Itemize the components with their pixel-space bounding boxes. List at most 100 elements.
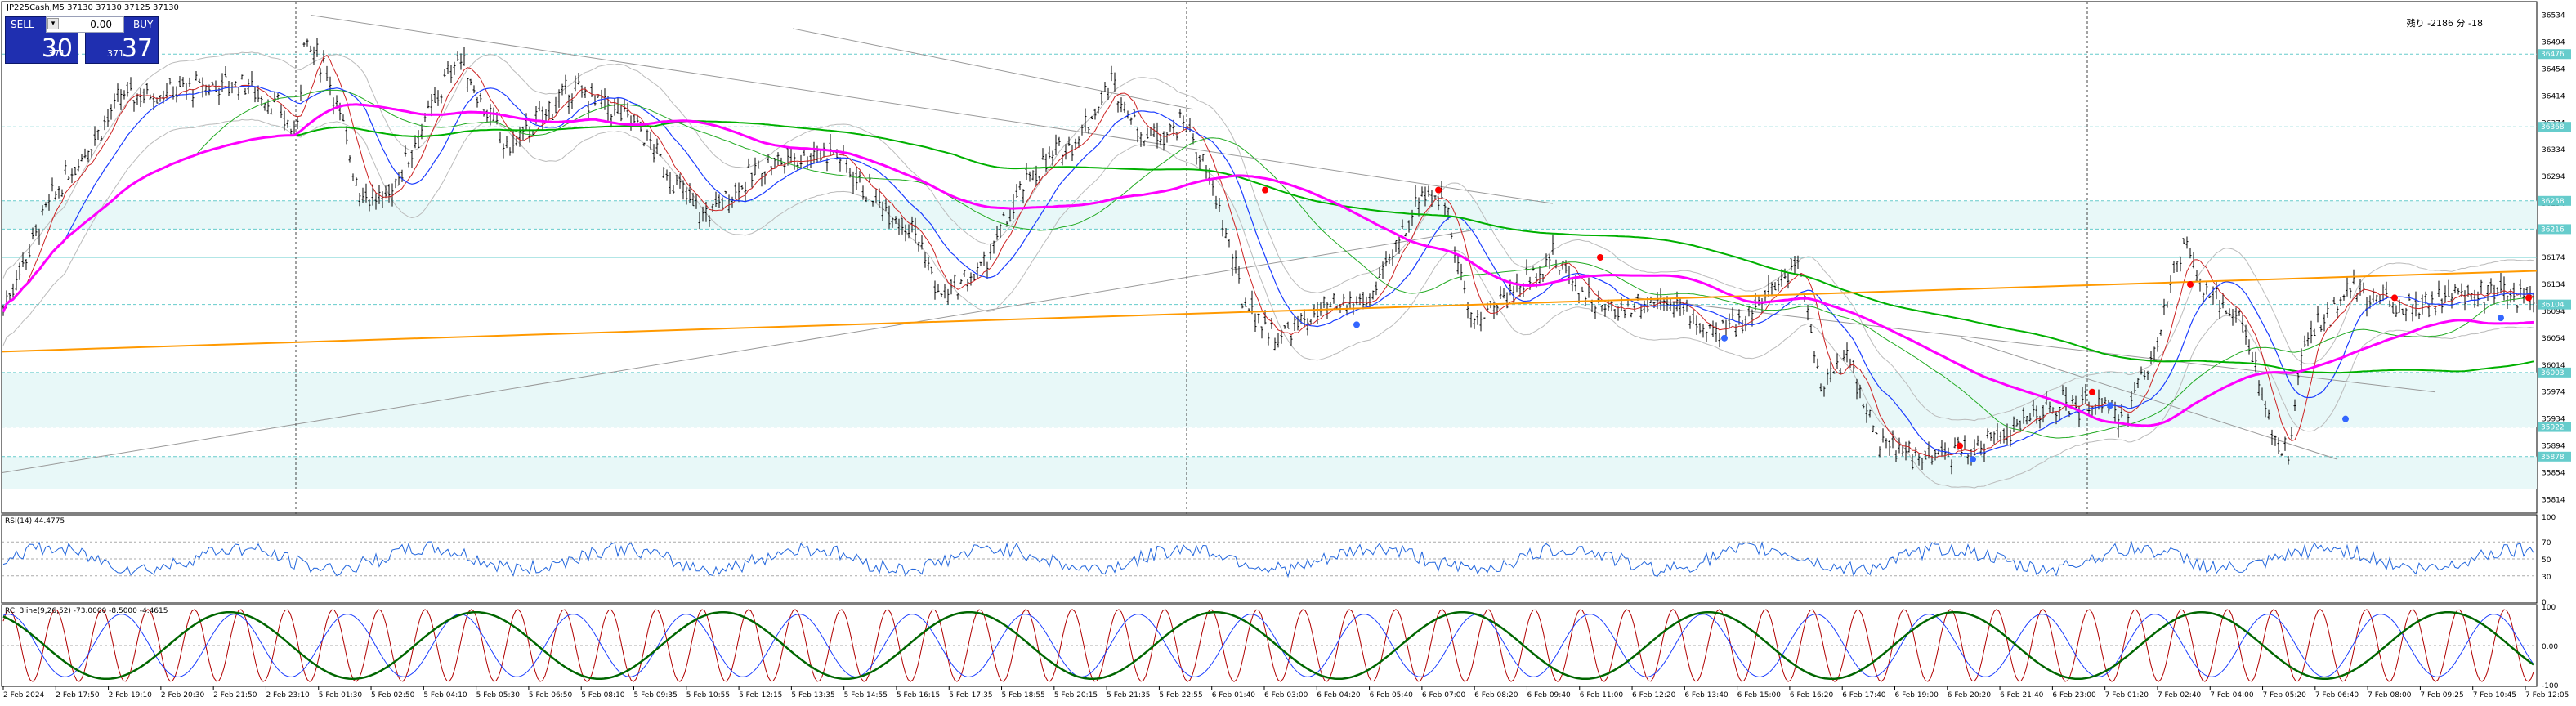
time-tick-label: 5 Feb 17:35	[949, 691, 992, 699]
time-tick-label: 5 Feb 18:55	[1002, 691, 1045, 699]
rci-label: RCI 3line(9,26,52) -73.0000 -8.5000 -4.4…	[5, 607, 168, 615]
rci-tick-label: 100	[2542, 604, 2556, 612]
price-level-tag	[2538, 195, 2571, 206]
rci-tick-label: 0.00	[2542, 643, 2558, 651]
price-level-tag	[2538, 367, 2571, 378]
zone-rect	[2, 372, 2537, 427]
chart-header-text: JP225Cash,M5 37130 37130 37125 37130	[6, 3, 179, 12]
price-level-label: 36476	[2541, 51, 2565, 59]
time-tick-label: 6 Feb 09:40	[1527, 691, 1571, 699]
rsi-tick-label: 50	[2542, 556, 2551, 565]
time-tick-label: 6 Feb 21:40	[2000, 691, 2044, 699]
time-tick-label: 2 Feb 23:10	[266, 691, 310, 699]
buy-price-big: 37	[121, 34, 153, 63]
price-tick-label: 35854	[2542, 470, 2565, 478]
time-tick-label: 5 Feb 21:35	[1107, 691, 1150, 699]
signal-dot	[1597, 254, 1603, 261]
price-level-label: 36368	[2541, 123, 2565, 132]
signal-dot	[2089, 388, 2095, 395]
lot-size-input[interactable]: 0.00	[46, 16, 124, 33]
time-tick-label: 7 Feb 09:25	[2420, 691, 2463, 699]
signal-dot	[2525, 294, 2532, 302]
time-tick-label: 6 Feb 23:00	[2052, 691, 2096, 699]
upper-band	[2, 51, 2534, 422]
buy-label: BUY	[133, 19, 154, 30]
time-tick-label: 5 Feb 05:30	[476, 691, 521, 699]
time-tick-label: 7 Feb 02:40	[2158, 691, 2202, 699]
sell-price-big: 30	[41, 34, 73, 63]
time-tick-label: 6 Feb 04:20	[1317, 691, 1361, 699]
trend-line	[310, 14, 1554, 204]
time-tick-label: 5 Feb 08:10	[581, 691, 625, 699]
price-tick-label: 36134	[2542, 281, 2565, 289]
lower-band	[2, 118, 2534, 489]
trend-lines	[1, 14, 2436, 474]
time-tick-label: 6 Feb 20:20	[1948, 691, 1992, 699]
price-tick-label: 36094	[2542, 308, 2565, 316]
time-tick-label: 5 Feb 20:15	[1054, 691, 1098, 699]
sell-price-small: 371	[48, 48, 65, 59]
time-tick-label: 6 Feb 15:00	[1737, 691, 1782, 699]
time-tick-label: 6 Feb 03:00	[1264, 691, 1308, 699]
price-level-label: 36003	[2541, 369, 2565, 378]
horizontal-levels	[2, 53, 2537, 458]
signal-dot	[2342, 415, 2349, 422]
trend-line	[792, 28, 1194, 110]
price-level-tag	[2538, 451, 2571, 462]
time-tick-label: 2 Feb 20:30	[161, 691, 205, 699]
time-tick-label: 6 Feb 19:00	[1895, 691, 1939, 699]
price-level-tag	[2538, 224, 2571, 235]
time-tick-label: 5 Feb 16:15	[897, 691, 940, 699]
one-click-trading-panel: SELL 371 30 BUY 371 37 0.00 ▾	[5, 16, 159, 64]
time-tick-label: 2 Feb 17:50	[56, 691, 100, 699]
signal-dot	[1353, 321, 1360, 328]
ma-magenta	[2, 103, 2534, 427]
price-tick-label: 36494	[2542, 38, 2565, 47]
signal-dot	[2187, 280, 2194, 288]
time-tick-label: 7 Feb 10:45	[2473, 691, 2516, 699]
signal-dot	[1721, 334, 1728, 342]
time-tick-label: 6 Feb 01:40	[1212, 691, 1256, 699]
time-tick-label: 2 Feb 19:10	[109, 691, 153, 699]
trend-line	[1634, 297, 2436, 393]
time-tick-label: 7 Feb 01:20	[2105, 691, 2149, 699]
price-zones	[2, 200, 2537, 489]
price-tick-label: 36334	[2542, 146, 2565, 154]
price-level-label: 35878	[2541, 454, 2565, 462]
countdown-text: 残り -2186 分 -18	[2407, 17, 2483, 29]
price-tick-label: 36294	[2542, 173, 2565, 181]
time-tick-label: 5 Feb 14:55	[844, 691, 888, 699]
rci-long	[2, 610, 2534, 681]
signal-dot	[1262, 186, 1268, 194]
time-tick-label: 5 Feb 06:50	[529, 691, 573, 699]
rsi-tick-label: 0	[2542, 599, 2547, 607]
price-axis: 3653436494364543641436374363343629436254…	[2538, 11, 2571, 690]
time-tick-label: 7 Feb 04:00	[2210, 691, 2254, 699]
price-tick-label: 36534	[2542, 11, 2565, 20]
price-level-label: 36104	[2541, 302, 2565, 310]
rsi-tick-label: 100	[2542, 514, 2556, 522]
price-tick-label: 36414	[2542, 92, 2565, 101]
trend-line	[1, 230, 1472, 474]
bollinger-bands	[2, 51, 2534, 489]
price-level-label: 36258	[2541, 198, 2565, 206]
zone-rect	[2, 456, 2537, 489]
time-tick-label: 5 Feb 12:15	[739, 691, 782, 699]
price-tick-label: 35934	[2542, 416, 2565, 424]
price-level-tag	[2538, 122, 2571, 132]
zone-rect	[2, 200, 2537, 230]
rsi-tick-label: 30	[2542, 574, 2551, 582]
time-tick-label: 6 Feb 13:40	[1684, 691, 1729, 699]
signal-dot	[2391, 294, 2398, 302]
time-tick-label: 6 Feb 08:20	[1474, 691, 1518, 699]
signal-dot	[1435, 186, 1442, 194]
time-tick-label: 6 Feb 05:40	[1370, 691, 1414, 699]
lot-dropdown-icon[interactable]: ▾	[47, 18, 59, 29]
rci-tick-label: -100	[2542, 682, 2559, 690]
time-axis: 2 Feb 2024 2 Feb 17:50 2 Feb 19:10 2 Feb 20…	[2, 686, 2569, 699]
signal-dot	[2498, 315, 2504, 322]
signal-dot	[1970, 456, 1976, 463]
rsi-line	[2, 540, 2537, 579]
